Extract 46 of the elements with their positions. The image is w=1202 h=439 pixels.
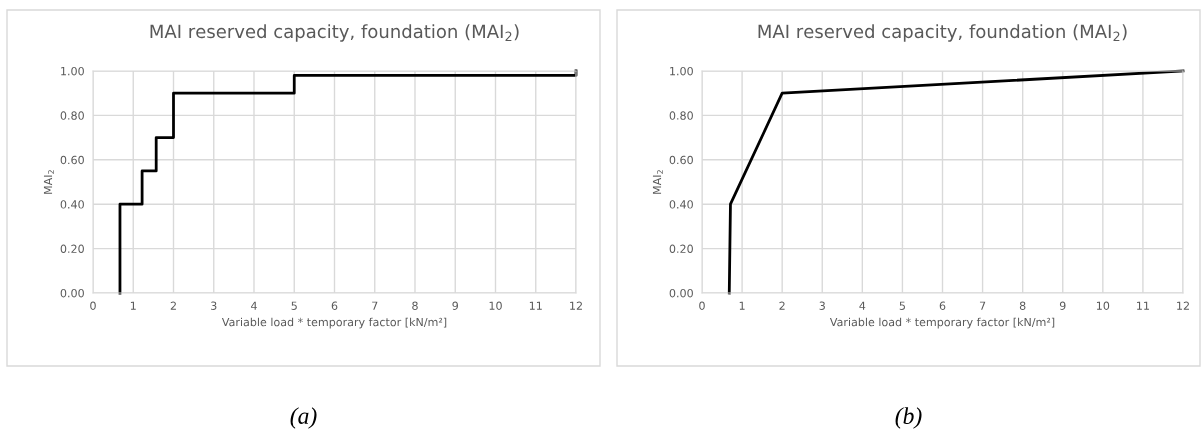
x-tick-label: 4 bbox=[251, 301, 257, 310]
x-tick-label: 8 bbox=[412, 301, 418, 310]
x-tick-label: 4 bbox=[859, 301, 866, 310]
y-tick-label: 0.80 bbox=[669, 111, 693, 120]
x-axis-title: Variable load * temporary factor [kN/m²] bbox=[829, 317, 1055, 329]
x-tick-label: 11 bbox=[529, 301, 542, 310]
y-axis-title: MAI$_{2}$ bbox=[43, 170, 54, 194]
x-tick-label: 10 bbox=[489, 301, 502, 310]
x-tick-label: 0 bbox=[90, 301, 96, 310]
x-tick-label: 5 bbox=[291, 301, 297, 310]
x-tick-label: 2 bbox=[170, 301, 176, 310]
x-tick-label: 7 bbox=[979, 301, 986, 310]
x-tick-label: 1 bbox=[739, 301, 745, 310]
y-tick-label: 0.20 bbox=[669, 244, 693, 253]
x-tick-label: 6 bbox=[939, 301, 946, 310]
x-tick-label: 8 bbox=[1019, 301, 1026, 310]
x-tick-label: 0 bbox=[699, 301, 705, 310]
x-tick-label: 9 bbox=[452, 301, 458, 310]
x-tick-label: 6 bbox=[331, 301, 338, 310]
chart-title: MAI reserved capacity, foundation (MAI$_{2}$) bbox=[150, 24, 519, 42]
x-tick-label: 2 bbox=[779, 301, 785, 310]
y-tick-label: 0.80 bbox=[60, 111, 84, 120]
y-tick-label: 0.20 bbox=[60, 244, 84, 253]
text: (a) bbox=[290, 407, 317, 429]
x-tick-label: 10 bbox=[1096, 301, 1110, 310]
x-tick-label: 12 bbox=[1177, 301, 1189, 310]
y-axis-title: MAI$_{2}$ bbox=[652, 170, 663, 194]
y-tick-label: 0.00 bbox=[669, 288, 693, 298]
text: (b) bbox=[895, 407, 922, 429]
x-tick-label: 11 bbox=[1137, 301, 1149, 310]
y-tick-label: 0.00 bbox=[60, 288, 84, 298]
x-tick-label: 12 bbox=[570, 301, 582, 310]
y-tick-label: 1.00 bbox=[670, 66, 693, 76]
x-tick-label: 5 bbox=[899, 301, 905, 310]
y-tick-label: 1.00 bbox=[61, 66, 84, 76]
x-tick-label: 3 bbox=[819, 301, 825, 310]
x-tick-label: 9 bbox=[1059, 301, 1066, 310]
y-tick-label: 0.40 bbox=[60, 200, 84, 209]
chart-title: MAI reserved capacity, foundation (MAI$_{2}$) bbox=[758, 24, 1127, 42]
x-tick-label: 1 bbox=[130, 301, 136, 310]
y-tick-label: 0.60 bbox=[60, 155, 84, 165]
y-tick-label: 0.40 bbox=[669, 200, 693, 209]
y-tick-label: 0.60 bbox=[669, 155, 693, 165]
x-tick-label: 7 bbox=[372, 301, 378, 310]
x-tick-label: 3 bbox=[211, 301, 217, 310]
x-axis-title: Variable load * temporary factor [kN/m²] bbox=[221, 317, 447, 329]
